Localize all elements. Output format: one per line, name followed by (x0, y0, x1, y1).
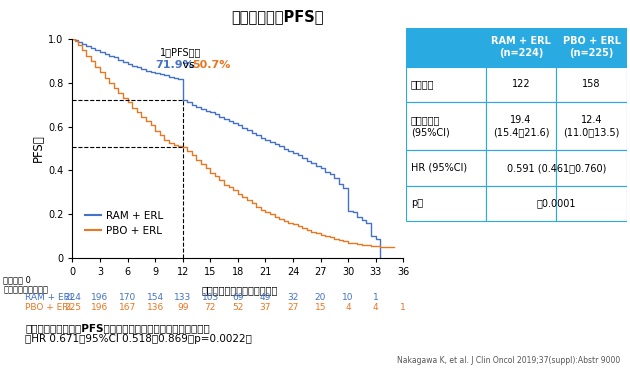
FancyBboxPatch shape (556, 186, 627, 221)
Text: vs.: vs. (180, 60, 202, 70)
Text: リスクに 0: リスクに 0 (3, 275, 31, 284)
Y-axis label: PFS率: PFS率 (32, 135, 45, 162)
Text: 1年PFS率：: 1年PFS率： (160, 48, 201, 58)
FancyBboxPatch shape (406, 186, 486, 221)
Text: 無作為化からの経過期間、月: 無作為化からの経過期間、月 (201, 285, 278, 295)
FancyBboxPatch shape (486, 66, 556, 102)
Text: 154: 154 (147, 293, 164, 302)
Text: 69: 69 (232, 293, 244, 302)
FancyBboxPatch shape (406, 66, 486, 102)
Text: 72: 72 (205, 303, 216, 311)
Text: 19.4
(15.4〜21.6): 19.4 (15.4〜21.6) (493, 115, 549, 137)
Text: 4: 4 (345, 303, 351, 311)
Text: 37: 37 (260, 303, 271, 311)
Text: 4: 4 (373, 303, 379, 311)
FancyBboxPatch shape (556, 102, 627, 150)
Text: ＜0.0001: ＜0.0001 (537, 198, 576, 208)
Text: RAM + ERL
(n=224): RAM + ERL (n=224) (491, 36, 551, 58)
Text: イベント: イベント (411, 79, 434, 89)
FancyBboxPatch shape (486, 102, 556, 150)
Text: 167: 167 (119, 303, 136, 311)
Text: 0.591 (0.461〜0.760): 0.591 (0.461〜0.760) (507, 163, 606, 173)
Text: （HR 0.671、95%CI 0.518〜0.869；p=0.0022）: （HR 0.671、95%CI 0.518〜0.869；p=0.0022） (25, 334, 252, 344)
FancyBboxPatch shape (406, 150, 486, 186)
Text: p値: p値 (411, 198, 423, 208)
Text: 49: 49 (260, 293, 271, 302)
Text: 晒されていた患者数: 晒されていた患者数 (3, 285, 48, 294)
Text: 独立中央判定によりPFSに一貫したベネフィットが認められた: 独立中央判定によりPFSに一貫したベネフィットが認められた (25, 323, 210, 333)
FancyBboxPatch shape (556, 66, 627, 102)
FancyBboxPatch shape (556, 28, 627, 66)
Text: PBO + ERL
(n=225): PBO + ERL (n=225) (563, 36, 621, 58)
Text: 170: 170 (119, 293, 136, 302)
Text: HR (95%CI): HR (95%CI) (411, 163, 467, 173)
Text: 71.9%: 71.9% (155, 60, 194, 70)
Text: 無増悪生存（PFS）: 無増悪生存（PFS） (231, 9, 323, 24)
Text: 103: 103 (202, 293, 219, 302)
Text: 224: 224 (64, 293, 81, 302)
FancyBboxPatch shape (486, 150, 556, 186)
Text: RAM + ERL: RAM + ERL (25, 293, 75, 302)
FancyBboxPatch shape (486, 186, 556, 221)
Text: 10: 10 (342, 293, 354, 302)
Text: 中央値、月
(95%CI): 中央値、月 (95%CI) (411, 115, 450, 137)
Text: 20: 20 (315, 293, 326, 302)
Text: 27: 27 (287, 303, 299, 311)
Text: 196: 196 (91, 293, 108, 302)
Text: 99: 99 (177, 303, 188, 311)
Text: 1: 1 (400, 303, 406, 311)
Text: 196: 196 (91, 303, 108, 311)
FancyBboxPatch shape (406, 102, 486, 150)
Text: 158: 158 (582, 79, 601, 89)
Text: 1: 1 (373, 293, 379, 302)
FancyBboxPatch shape (486, 28, 556, 66)
Text: 136: 136 (147, 303, 164, 311)
Legend: RAM + ERL, PBO + ERL: RAM + ERL, PBO + ERL (81, 206, 168, 240)
Text: 122: 122 (512, 79, 530, 89)
Text: 50.7%: 50.7% (192, 60, 231, 70)
Text: 52: 52 (232, 303, 244, 311)
Text: 32: 32 (287, 293, 299, 302)
FancyBboxPatch shape (556, 150, 627, 186)
Text: PBO + ERL: PBO + ERL (25, 303, 74, 311)
Text: 12.4
(11.0〜13.5): 12.4 (11.0〜13.5) (563, 115, 620, 137)
FancyBboxPatch shape (406, 28, 486, 66)
Text: 133: 133 (174, 293, 192, 302)
Text: Nakagawa K, et al. J Clin Oncol 2019;37(suppl):Abstr 9000: Nakagawa K, et al. J Clin Oncol 2019;37(… (398, 356, 621, 365)
Text: 225: 225 (64, 303, 81, 311)
Text: 15: 15 (315, 303, 326, 311)
